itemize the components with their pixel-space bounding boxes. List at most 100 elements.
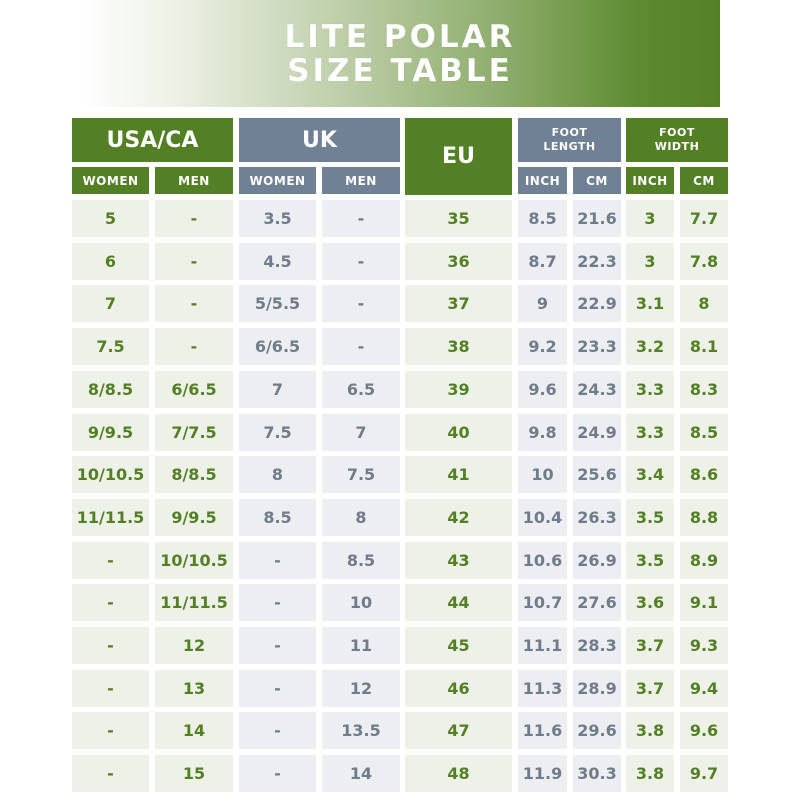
cell-width-inch: 3.8	[626, 755, 674, 792]
header-foot-length: FOOT LENGTH	[518, 118, 621, 162]
cell-uk-women: -	[239, 670, 316, 707]
cell-length-inch: 11.6	[518, 712, 567, 749]
cell-width-cm: 7.8	[680, 243, 728, 280]
cell-width-cm: 9.1	[680, 584, 728, 621]
cell-usa-men: 10/10.5	[155, 542, 233, 579]
cell-length-cm: 22.3	[573, 243, 621, 280]
cell-length-inch: 10.6	[518, 542, 567, 579]
cell-width-cm: 8.9	[680, 542, 728, 579]
header-eu: EU	[405, 118, 512, 195]
cell-uk-men: -	[322, 243, 400, 280]
cell-usa-men: 14	[155, 712, 233, 749]
cell-uk-women: 8	[239, 456, 316, 493]
cell-length-cm: 28.3	[573, 627, 621, 664]
cell-width-cm: 8.8	[680, 499, 728, 536]
subheader-length-inch: INCH	[518, 167, 567, 194]
cell-usa-women: 7.5	[72, 328, 149, 365]
cell-usa-men: 9/9.5	[155, 499, 233, 536]
cell-usa-men: 15	[155, 755, 233, 792]
cell-usa-men: 8/8.5	[155, 456, 233, 493]
cell-width-inch: 3.6	[626, 584, 674, 621]
cell-usa-men: 7/7.5	[155, 414, 233, 451]
cell-usa-men: -	[155, 200, 233, 237]
cell-length-inch: 11.3	[518, 670, 567, 707]
cell-uk-women: 8.5	[239, 499, 316, 536]
header-foot-width-line-2: WIDTH	[654, 140, 700, 153]
header-usa-ca: USA/CA	[72, 118, 233, 162]
cell-uk-women: 3.5	[239, 200, 316, 237]
cell-width-cm: 8.3	[680, 371, 728, 408]
subheader-usa-men: MEN	[155, 167, 233, 194]
cell-uk-men: 13.5	[322, 712, 400, 749]
cell-width-inch: 3.3	[626, 371, 674, 408]
cell-length-cm: 24.3	[573, 371, 621, 408]
cell-eu: 42	[405, 499, 512, 536]
cell-eu: 43	[405, 542, 512, 579]
cell-width-cm: 9.4	[680, 670, 728, 707]
cell-length-inch: 10.4	[518, 499, 567, 536]
title-line-2: SIZE TABLE	[287, 52, 513, 89]
cell-eu: 46	[405, 670, 512, 707]
cell-length-cm: 23.3	[573, 328, 621, 365]
cell-usa-men: -	[155, 328, 233, 365]
cell-usa-women: -	[72, 627, 149, 664]
cell-uk-women: -	[239, 542, 316, 579]
cell-uk-men: 12	[322, 670, 400, 707]
cell-width-inch: 3.5	[626, 499, 674, 536]
cell-length-cm: 29.6	[573, 712, 621, 749]
cell-usa-men: 11/11.5	[155, 584, 233, 621]
cell-width-cm: 9.6	[680, 712, 728, 749]
cell-width-cm: 8.1	[680, 328, 728, 365]
cell-usa-women: 11/11.5	[72, 499, 149, 536]
cell-eu: 38	[405, 328, 512, 365]
cell-width-inch: 3.4	[626, 456, 674, 493]
cell-uk-women: -	[239, 627, 316, 664]
cell-length-inch: 10.7	[518, 584, 567, 621]
cell-uk-men: 10	[322, 584, 400, 621]
cell-length-inch: 9.6	[518, 371, 567, 408]
cell-usa-women: -	[72, 670, 149, 707]
cell-length-cm: 26.9	[573, 542, 621, 579]
cell-width-cm: 8	[680, 285, 728, 322]
cell-length-cm: 28.9	[573, 670, 621, 707]
cell-uk-men: 8.5	[322, 542, 400, 579]
cell-uk-men: 7.5	[322, 456, 400, 493]
cell-length-inch: 8.7	[518, 243, 567, 280]
cell-length-inch: 9.8	[518, 414, 567, 451]
cell-usa-women: 7	[72, 285, 149, 322]
cell-usa-women: -	[72, 584, 149, 621]
subheader-width-inch: INCH	[626, 167, 674, 194]
subheader-width-cm: CM	[680, 167, 728, 194]
subheader-uk-women: WOMEN	[239, 167, 316, 194]
cell-width-cm: 7.7	[680, 200, 728, 237]
cell-uk-women: 6/6.5	[239, 328, 316, 365]
cell-usa-women: 10/10.5	[72, 456, 149, 493]
cell-usa-women: -	[72, 712, 149, 749]
cell-width-inch: 3.3	[626, 414, 674, 451]
cell-width-cm: 8.5	[680, 414, 728, 451]
cell-usa-women: -	[72, 755, 149, 792]
cell-uk-men: -	[322, 200, 400, 237]
cell-usa-men: 6/6.5	[155, 371, 233, 408]
subheader-uk-men: MEN	[322, 167, 400, 194]
cell-length-inch: 8.5	[518, 200, 567, 237]
cell-length-cm: 22.9	[573, 285, 621, 322]
cell-eu: 40	[405, 414, 512, 451]
cell-width-inch: 3	[626, 200, 674, 237]
cell-length-cm: 30.3	[573, 755, 621, 792]
cell-usa-men: -	[155, 285, 233, 322]
cell-width-inch: 3.7	[626, 670, 674, 707]
cell-width-inch: 3.8	[626, 712, 674, 749]
cell-uk-men: 14	[322, 755, 400, 792]
cell-width-inch: 3.7	[626, 627, 674, 664]
title-banner: LITE POLAR SIZE TABLE	[80, 0, 720, 107]
cell-eu: 37	[405, 285, 512, 322]
cell-usa-women: 6	[72, 243, 149, 280]
cell-length-cm: 27.6	[573, 584, 621, 621]
header-foot-width: FOOT WIDTH	[626, 118, 728, 162]
cell-width-cm: 9.3	[680, 627, 728, 664]
cell-length-cm: 24.9	[573, 414, 621, 451]
cell-width-cm: 8.6	[680, 456, 728, 493]
subheader-usa-women: WOMEN	[72, 167, 149, 194]
cell-uk-men: -	[322, 328, 400, 365]
